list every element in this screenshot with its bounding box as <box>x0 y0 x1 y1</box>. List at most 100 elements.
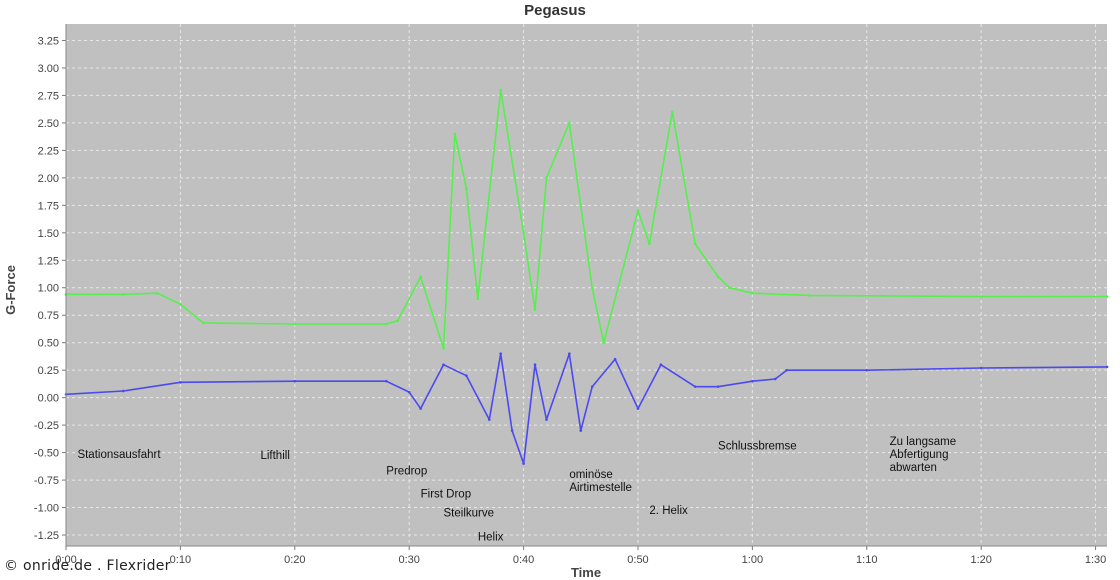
y-tick-label: -0.50 <box>34 448 59 460</box>
y-tick-label: -0.75 <box>34 475 59 487</box>
data-point <box>865 368 869 372</box>
data-point <box>579 429 583 432</box>
data-point <box>785 368 788 372</box>
data-point <box>590 286 594 290</box>
y-axis-ticks: 3.25 3.00 2.75 2.50 2.25 2.00 1.75 1.50 1.25 1.00… <box>34 35 66 542</box>
y-tick-label: -1.25 <box>34 530 59 542</box>
data-point <box>648 242 651 246</box>
data-point <box>201 321 205 325</box>
data-point <box>773 377 777 381</box>
data-point <box>407 390 411 394</box>
data-point <box>979 366 983 370</box>
y-tick-label: 0.50 <box>38 338 59 350</box>
y-tick-label: -1.00 <box>34 503 59 515</box>
x-tick-label: 0:40 <box>513 554 534 566</box>
x-tick-label: 0:20 <box>284 554 305 566</box>
y-tick-label: 2.00 <box>38 173 59 185</box>
annotation-label: Lifthill <box>260 450 289 462</box>
x-axis-ticks: 0:00 0:10 0:20 0:30 0:40 0:50 1:00 1:10 1:20 1:30 <box>55 546 1106 566</box>
data-point <box>545 418 548 421</box>
y-tick-label: 1.75 <box>38 200 59 212</box>
data-point <box>568 121 571 125</box>
annotation-label: Helix <box>478 532 504 544</box>
data-point <box>396 319 400 323</box>
annotation-label: Schlussbremse <box>718 440 797 452</box>
data-point <box>179 302 182 306</box>
data-point <box>442 346 445 350</box>
y-tick-label: 0.00 <box>38 393 59 405</box>
data-point <box>533 363 537 366</box>
data-point <box>716 385 720 388</box>
x-tick-label: 1:00 <box>742 554 763 566</box>
data-point <box>121 293 125 296</box>
data-point <box>533 308 537 312</box>
data-point <box>522 462 525 465</box>
y-tick-label: 1.00 <box>38 283 59 295</box>
y-tick-label: 2.75 <box>38 90 59 102</box>
data-point <box>156 291 159 295</box>
data-point <box>419 407 422 410</box>
annotation-label: Predrop <box>386 466 427 478</box>
data-point <box>385 379 388 383</box>
data-point <box>636 209 640 213</box>
y-tick-label: 3.25 <box>38 35 59 47</box>
y-tick-label: 1.50 <box>38 228 59 240</box>
y-tick-label: 0.25 <box>38 365 59 377</box>
plot-area <box>66 24 1107 546</box>
data-point <box>465 187 468 191</box>
y-tick-label: 2.25 <box>38 145 59 157</box>
data-point <box>602 341 605 344</box>
series-layer <box>64 88 1109 465</box>
y-axis-label: G-Force <box>3 265 18 315</box>
data-point <box>808 294 811 297</box>
data-point <box>121 389 125 393</box>
annotation-label: Zu langsame Abfertigung abwarten <box>890 436 956 474</box>
data-point <box>453 132 457 136</box>
data-point <box>442 363 445 366</box>
x-axis-label: Time <box>571 565 601 580</box>
x-tick-label: 0:50 <box>627 554 648 566</box>
x-tick-label: 0:10 <box>170 554 191 566</box>
data-point <box>613 357 617 361</box>
annotation-label: 2. Helix <box>649 505 688 517</box>
y-tick-label: -0.25 <box>34 420 59 432</box>
data-point <box>751 291 754 295</box>
data-point <box>419 275 422 279</box>
x-tick-label: 0:00 <box>55 554 76 566</box>
data-point <box>1105 365 1109 369</box>
y-tick-label: 2.50 <box>38 118 59 130</box>
x-tick-label: 1:20 <box>970 554 991 566</box>
x-tick-label: 1:10 <box>856 554 877 566</box>
x-tick-label: 0:30 <box>398 554 419 566</box>
annotation-label: First Drop <box>421 489 471 501</box>
data-point <box>979 295 983 298</box>
annotations: Stationsausfahrt Lifthill Predrop First Dro… <box>77 436 956 544</box>
data-point <box>1105 295 1109 298</box>
data-point <box>716 275 720 279</box>
annotation-label: ominöse Airtimestelle <box>569 469 632 494</box>
grid-lines <box>65 24 1107 546</box>
annotation-label: Stationsausfahrt <box>77 449 161 461</box>
data-point <box>476 297 480 301</box>
data-point <box>465 374 468 377</box>
chart-title: Pegasus <box>524 2 586 19</box>
data-point <box>293 379 297 383</box>
data-point <box>293 322 297 326</box>
y-tick-label: 0.75 <box>38 310 59 322</box>
data-point <box>510 429 514 432</box>
data-point <box>179 380 182 384</box>
data-point <box>385 322 388 326</box>
data-point <box>693 385 697 388</box>
data-point <box>659 363 663 366</box>
data-point <box>636 407 640 410</box>
y-tick-label: 3.00 <box>38 63 59 75</box>
data-point <box>590 385 594 388</box>
data-point <box>728 286 731 290</box>
data-point <box>499 352 503 355</box>
data-point <box>568 352 571 355</box>
data-point <box>545 176 548 180</box>
y-tick-label: 1.25 <box>38 255 59 267</box>
annotation-label: Steilkurve <box>444 507 495 519</box>
series-line-green <box>66 89 1107 350</box>
